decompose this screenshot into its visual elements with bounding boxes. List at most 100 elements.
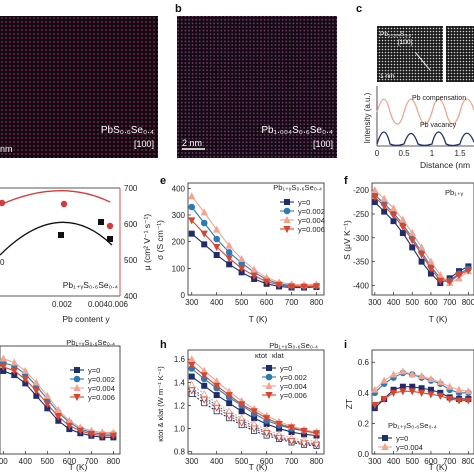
panel-b-zone: [100] <box>313 139 333 149</box>
panel-i-data-point <box>464 387 473 395</box>
panel-f-data-point <box>417 243 426 251</box>
panel-e-data-point <box>225 241 233 249</box>
panel-f-data-point <box>389 212 398 220</box>
panel-h-data-point <box>225 412 233 420</box>
panel-e-data-point <box>312 283 321 291</box>
panel-h-data-point <box>312 430 321 438</box>
panel-a: PbS₀.₆Se₀.₄ [100] nm <box>0 16 158 158</box>
panel-e-legend-label: y=0.002 <box>298 207 325 216</box>
panel-h-data-point <box>237 401 246 409</box>
panel-h-data-point <box>312 441 321 449</box>
panel-h-legend-label: y=0 <box>280 364 292 373</box>
panel-h-data-point <box>200 396 208 404</box>
panel-g-data-point <box>32 378 40 386</box>
panel-i-ytick-label: 0.2 <box>358 419 370 428</box>
panel-h-legend-marker <box>265 381 273 390</box>
panel-h-data-point <box>300 427 308 435</box>
panel-e-data-point <box>225 255 233 263</box>
panel-d-xtick-1: 0.004 <box>88 300 109 309</box>
panel-h-series-line <box>191 390 317 446</box>
panel-h-xtick-label: 800 <box>310 457 324 466</box>
panel-f-data-point <box>427 265 435 273</box>
panel-f-ytick-label: -350 <box>353 258 370 267</box>
panel-e-data-point <box>275 281 283 289</box>
panel-e-data-point <box>287 283 296 291</box>
panel-i-data-point <box>455 397 463 405</box>
panel-f-data-point <box>417 251 426 259</box>
panel-i-data-point <box>417 371 426 380</box>
panel-h-legend-marker <box>265 364 272 371</box>
panel-h-data-point <box>213 392 220 399</box>
panel-i-legend-label: y=0.004 <box>396 443 423 452</box>
panel-g-legend-marker <box>73 375 81 383</box>
panel-i-data-point <box>464 397 473 405</box>
panel-f-series-line <box>374 201 469 284</box>
trace-label-compensation: Pb compensation <box>412 95 466 102</box>
panel-e-legend-marker <box>283 225 291 234</box>
panel-i-data-point <box>446 395 454 404</box>
panel-g-data-point <box>87 431 96 439</box>
panel-i-data-point <box>399 388 407 396</box>
panel-i-data-point <box>389 370 398 378</box>
panel-h-xtick-label: 600 <box>260 457 274 466</box>
panel-i-data-point <box>408 370 416 378</box>
panel-h-data-point <box>250 408 258 416</box>
panel-h-letter: h <box>160 339 167 351</box>
panel-i-ylabel: ZT <box>344 399 354 409</box>
panel-f-legend-title: Pb₁₊ᵧ <box>445 188 464 197</box>
panel-e-data-point <box>200 230 208 238</box>
pb-vacancy-trace <box>376 131 474 147</box>
panel-i-data-point <box>455 385 463 393</box>
panel-a-zone: [100] <box>134 139 154 149</box>
panel-i-data-point <box>371 402 379 410</box>
panel-h-data-point <box>188 387 196 395</box>
panel-f-data-point <box>427 257 435 265</box>
panel-f-data-point <box>408 228 416 237</box>
panel-d-ytick-0: 400 <box>124 292 138 301</box>
panel-h-data-point <box>275 420 283 429</box>
panel-e-data-point <box>250 265 258 273</box>
panel-g-data-point <box>21 366 29 374</box>
panel-h-series-line <box>191 393 317 447</box>
panel-i-xtick-label: 500 <box>406 457 420 466</box>
panel-f-xtick-label: 500 <box>406 298 420 307</box>
panel-e-data-point <box>200 208 208 216</box>
panel-h-legend-tot: κtot <box>255 351 268 360</box>
panel-f-data-point <box>380 194 388 202</box>
panel-e-ytick-label: 400 <box>172 184 186 193</box>
panel-c-inset-scale: 1 nm <box>380 73 394 80</box>
panel-g-xlabel: T (K) <box>69 462 88 472</box>
panel-f-xtick-label: 700 <box>443 298 457 307</box>
panel-i-xtick-label: 600 <box>424 457 438 466</box>
panel-e-ytick-label: 100 <box>172 264 186 273</box>
mobility-point <box>0 199 6 207</box>
trace-label-vacancy: Pb vacancy <box>420 122 457 129</box>
panel-f-data-point <box>380 202 388 210</box>
panel-i-data-point <box>399 367 407 375</box>
haadf-image-b <box>177 16 337 158</box>
carrier-point <box>58 232 64 238</box>
panel-c-letter: c <box>356 3 362 15</box>
panel-h-ytick-label: 1.4 <box>174 378 186 387</box>
panel-e-data-point <box>213 243 221 252</box>
panel-f-data-point <box>464 267 473 275</box>
panel-c-xtick-1: 0.5 <box>398 149 410 158</box>
panel-c-xtick-3: 1.5 <box>454 149 466 158</box>
panel-e-legend-title: Pb₁₊ᵧS₀.₆Se₀.₄ <box>273 183 322 192</box>
panel-g-data-point <box>10 367 18 375</box>
panel-i-legend-marker <box>381 434 388 441</box>
panel-d-ytick-1: 500 <box>124 256 138 265</box>
panel-h-data-point <box>287 438 296 446</box>
panel-e-data-point <box>201 241 208 248</box>
panel-i-data-point <box>417 389 426 397</box>
panel-f-data-point <box>389 204 398 212</box>
panel-h-data-point <box>200 372 208 380</box>
panel-g-legend-marker <box>73 393 81 402</box>
panel-h-legend-label: y=0.002 <box>280 373 307 382</box>
panel-b: b Pb₁.₀₀₄S₀.₆Se₀.₄ [100] 2 nm <box>175 3 337 158</box>
panel-h-data-point <box>188 362 196 370</box>
panel-d-xtick-0: 0.002 <box>52 300 73 309</box>
inset-image-c2 <box>446 26 474 82</box>
panel-h-data-point <box>262 430 271 438</box>
panel-i-data-point <box>436 392 444 400</box>
